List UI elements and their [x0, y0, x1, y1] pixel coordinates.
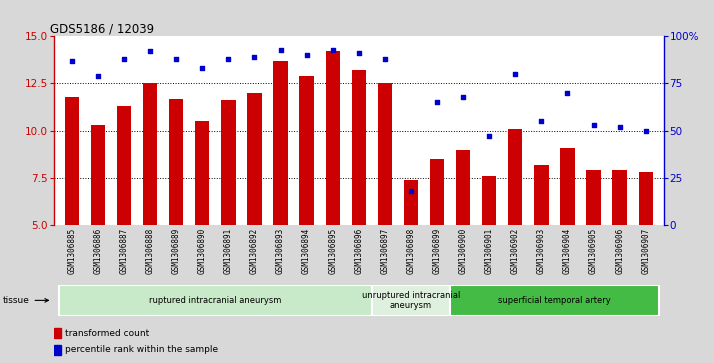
Bar: [560, 148, 575, 225]
Text: GSM1306894: GSM1306894: [302, 228, 311, 274]
Bar: [169, 99, 183, 225]
Bar: [372, 285, 450, 316]
Point: [92, 73, 104, 79]
Text: GSM1306887: GSM1306887: [119, 228, 129, 274]
Text: superficial temporal artery: superficial temporal artery: [498, 296, 610, 305]
Text: GSM1306898: GSM1306898: [406, 228, 416, 274]
Point: [196, 65, 208, 71]
Text: GSM1306891: GSM1306891: [224, 228, 233, 274]
Bar: [378, 83, 392, 225]
Bar: [430, 159, 444, 225]
Text: GSM1306885: GSM1306885: [67, 228, 76, 274]
Point: [144, 49, 156, 54]
Text: GSM1306902: GSM1306902: [511, 228, 520, 274]
Text: GSM1306895: GSM1306895: [328, 228, 337, 274]
Point: [171, 56, 182, 62]
Text: GSM1306890: GSM1306890: [198, 228, 207, 274]
Text: GSM1306888: GSM1306888: [146, 228, 154, 274]
Text: GSM1306886: GSM1306886: [94, 228, 102, 274]
Bar: [351, 70, 366, 225]
Text: tissue: tissue: [3, 296, 49, 305]
Bar: [613, 170, 627, 225]
Point: [119, 56, 130, 62]
Text: GSM1306903: GSM1306903: [537, 228, 546, 274]
Bar: [117, 106, 131, 225]
Text: GSM1306897: GSM1306897: [381, 228, 389, 274]
Text: GSM1306907: GSM1306907: [641, 228, 650, 274]
Text: GSM1306893: GSM1306893: [276, 228, 285, 274]
Text: GSM1306905: GSM1306905: [589, 228, 598, 274]
Text: GSM1306889: GSM1306889: [171, 228, 181, 274]
Point: [510, 71, 521, 77]
Point: [248, 54, 260, 60]
Bar: [54, 345, 61, 355]
Bar: [91, 125, 105, 225]
Bar: [65, 97, 79, 225]
Text: GSM1306901: GSM1306901: [485, 228, 493, 274]
Point: [536, 118, 547, 124]
Point: [588, 122, 599, 128]
Text: GSM1306892: GSM1306892: [250, 228, 259, 274]
Text: GSM1306896: GSM1306896: [354, 228, 363, 274]
Bar: [638, 172, 653, 225]
Bar: [508, 129, 523, 225]
Text: GSM1306906: GSM1306906: [615, 228, 624, 274]
Text: percentile rank within the sample: percentile rank within the sample: [64, 346, 218, 354]
Bar: [326, 52, 340, 225]
Bar: [54, 328, 61, 338]
Point: [327, 46, 338, 52]
Bar: [456, 150, 471, 225]
Point: [431, 99, 443, 105]
Point: [223, 56, 234, 62]
Bar: [59, 285, 372, 316]
Bar: [273, 61, 288, 225]
Bar: [450, 285, 659, 316]
Point: [614, 124, 625, 130]
Text: GSM1306900: GSM1306900: [458, 228, 468, 274]
Text: GSM1306899: GSM1306899: [433, 228, 441, 274]
Text: ruptured intracranial aneurysm: ruptured intracranial aneurysm: [149, 296, 281, 305]
Point: [458, 94, 469, 99]
Bar: [247, 93, 261, 225]
Bar: [195, 121, 209, 225]
Point: [66, 58, 78, 64]
Text: GSM1306904: GSM1306904: [563, 228, 572, 274]
Point: [301, 52, 312, 58]
Point: [275, 46, 286, 52]
Bar: [143, 83, 157, 225]
Point: [562, 90, 573, 96]
Text: GDS5186 / 12039: GDS5186 / 12039: [51, 22, 155, 35]
Point: [353, 50, 365, 56]
Bar: [534, 165, 548, 225]
Point: [483, 134, 495, 139]
Bar: [299, 76, 313, 225]
Bar: [586, 170, 600, 225]
Point: [406, 188, 417, 194]
Bar: [221, 101, 236, 225]
Bar: [404, 180, 418, 225]
Point: [379, 56, 391, 62]
Bar: [482, 176, 496, 225]
Text: unruptured intracranial
aneurysm: unruptured intracranial aneurysm: [362, 291, 460, 310]
Point: [640, 128, 651, 134]
Text: transformed count: transformed count: [64, 329, 149, 338]
